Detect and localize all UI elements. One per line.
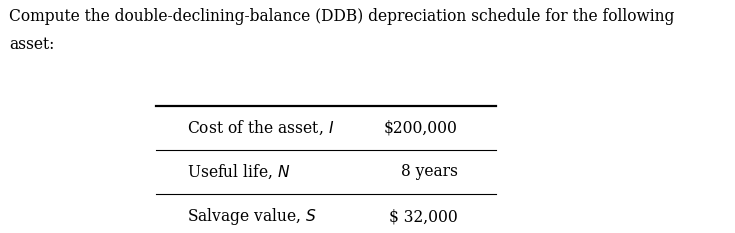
Text: Compute the double-declining-balance (DDB) depreciation schedule for the followi: Compute the double-declining-balance (DD… xyxy=(9,8,674,53)
Text: Cost of the asset, $I$: Cost of the asset, $I$ xyxy=(187,119,334,137)
Text: Salvage value, $S$: Salvage value, $S$ xyxy=(187,206,318,227)
Text: $200,000: $200,000 xyxy=(384,120,458,137)
Text: Useful life, $N$: Useful life, $N$ xyxy=(187,163,291,181)
Text: 8 years: 8 years xyxy=(401,163,458,180)
Text: $ 32,000: $ 32,000 xyxy=(389,208,458,225)
